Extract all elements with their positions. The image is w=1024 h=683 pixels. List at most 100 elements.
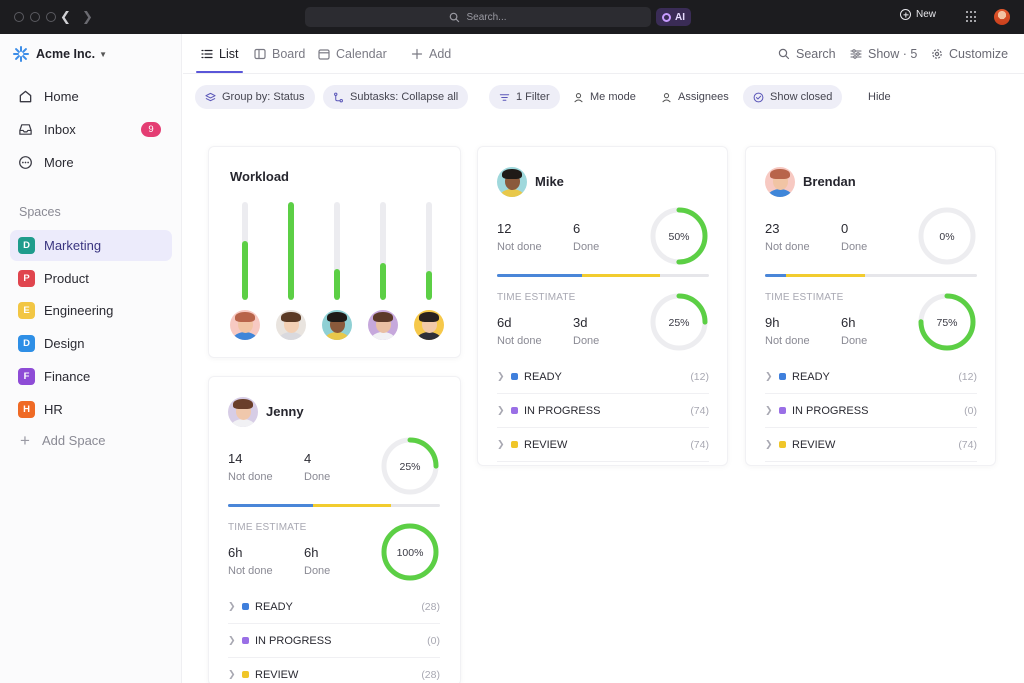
person-avatar[interactable] <box>497 167 527 197</box>
dashboard-content: Workload Mike 12 Not done 6 Done 50% TIME ESTI… <box>183 128 1024 683</box>
user-avatar[interactable] <box>994 9 1010 25</box>
status-group-row[interactable]: ❯ IN PROGRESS (0) <box>765 394 977 428</box>
status-group-row[interactable]: ❯ IN PROGRESS (0) <box>228 624 440 658</box>
search-icon <box>778 48 790 60</box>
plus-icon: + <box>20 431 30 450</box>
workload-avatar[interactable] <box>322 310 352 340</box>
show-closed-chip[interactable]: Show closed <box>743 85 843 109</box>
not-done-count: 12 <box>497 221 512 236</box>
status-group-row[interactable]: ❯ READY (28) <box>228 590 440 624</box>
time-not-done-label: Not done <box>765 335 810 347</box>
ai-button[interactable]: AI <box>656 8 691 26</box>
person-card-brendan: Brendan 23 Not done 0 Done 0% TIME ESTIMATE 9h N… <box>745 146 996 466</box>
workload-avatar[interactable] <box>368 310 398 340</box>
add-space-button[interactable]: + Add Space <box>20 432 106 449</box>
home-icon <box>19 90 32 103</box>
status-group-row[interactable]: ❯ REVIEW (74) <box>765 428 977 462</box>
workload-bar <box>426 202 432 300</box>
person-avatar[interactable] <box>765 167 795 197</box>
sidebar-space-design[interactable]: D Design <box>10 328 172 359</box>
group-by-chip[interactable]: Group by: Status <box>195 85 315 109</box>
filter-chip[interactable]: 1 Filter <box>489 85 560 109</box>
time-not-done-value: 9h <box>765 315 780 330</box>
status-label: READY <box>792 370 830 383</box>
layers-icon <box>205 92 216 101</box>
done-count: 4 <box>304 451 312 466</box>
workload-bar-fill <box>334 268 340 300</box>
sidebar-space-product[interactable]: P Product <box>10 263 172 294</box>
status-progress-bar <box>228 504 440 507</box>
time-not-done-label: Not done <box>497 335 542 347</box>
status-group-row[interactable]: ❯ REVIEW (74) <box>497 428 709 462</box>
status-group-row[interactable]: ❯ IN PROGRESS (74) <box>497 394 709 428</box>
sidebar-item-inbox[interactable]: Inbox <box>18 122 76 137</box>
global-search-input[interactable]: Search... <box>305 7 651 27</box>
sidebar-space-engineering[interactable]: E Engineering <box>10 295 172 326</box>
task-progress-donut: 50% <box>650 207 708 265</box>
show-button[interactable]: Show · 5 <box>850 47 917 61</box>
workload-card: Workload <box>208 146 461 358</box>
assignees-chip[interactable]: Assignees <box>651 85 739 109</box>
space-badge: P <box>18 269 35 287</box>
space-badge: H <box>18 400 35 418</box>
plus-circle-icon <box>900 9 911 20</box>
done-count: 0 <box>841 221 849 236</box>
sidebar-space-finance[interactable]: F Finance <box>10 361 172 392</box>
tab-list[interactable]: List <box>201 47 238 61</box>
status-count: (74) <box>690 404 709 417</box>
hide-chip[interactable]: Hide <box>858 85 901 109</box>
sidebar-item-label: More <box>44 155 74 170</box>
chevron-right-icon: ❯ <box>228 601 236 611</box>
time-done-value: 6h <box>841 315 856 330</box>
maximize-window-icon[interactable] <box>46 12 56 22</box>
chip-label: Group by: Status <box>222 91 305 103</box>
task-progress-donut: 0% <box>918 207 976 265</box>
status-group-row[interactable]: ❯ READY (12) <box>765 360 977 394</box>
status-color-icon <box>242 603 249 610</box>
donut-percent-label: 75% <box>936 317 957 329</box>
new-button[interactable]: New <box>900 9 936 20</box>
window-controls[interactable] <box>14 12 56 22</box>
tab-board[interactable]: Board <box>254 47 305 61</box>
workload-avatar[interactable] <box>414 310 444 340</box>
space-label: Product <box>44 270 89 286</box>
sidebar-space-hr[interactable]: H HR <box>10 394 172 425</box>
sidebar-item-home[interactable]: Home <box>18 89 79 104</box>
close-window-icon[interactable] <box>14 12 24 22</box>
sidebar-space-marketing[interactable]: D Marketing <box>10 230 172 261</box>
chevron-right-icon: ❯ <box>497 405 505 415</box>
person-avatar[interactable] <box>228 397 258 427</box>
forward-arrow-icon[interactable]: ❯ <box>82 9 93 24</box>
workspace-switcher[interactable]: Acme Inc. ▼ <box>13 46 107 62</box>
status-label: READY <box>524 370 562 383</box>
workload-avatar[interactable] <box>230 310 260 340</box>
status-group-row[interactable]: ❯ READY (12) <box>497 360 709 394</box>
done-label: Done <box>573 241 600 253</box>
status-progress-bar <box>497 274 709 277</box>
back-arrow-icon[interactable]: ❮ <box>60 9 71 24</box>
time-not-done-value: 6d <box>497 315 512 330</box>
sliders-icon <box>850 49 862 59</box>
not-done-label: Not done <box>228 471 273 483</box>
gear-icon <box>932 49 942 59</box>
tab-calendar[interactable]: Calendar <box>318 47 387 61</box>
customize-button[interactable]: Customize <box>931 47 1008 61</box>
status-label: REVIEW <box>792 438 836 451</box>
status-color-icon <box>779 441 786 448</box>
tool-label: Search <box>796 47 836 61</box>
workload-avatar[interactable] <box>276 310 306 340</box>
person-name: Mike <box>535 174 564 189</box>
progress-segment <box>228 504 313 507</box>
tab-add[interactable]: Add <box>411 47 451 61</box>
time-not-done-value: 6h <box>228 545 243 560</box>
status-color-icon <box>511 407 518 414</box>
me-mode-chip[interactable]: Me mode <box>563 85 646 109</box>
more-icon <box>19 156 32 169</box>
sidebar-item-more[interactable]: More <box>18 155 74 170</box>
status-group-row[interactable]: ❯ REVIEW (28) <box>228 658 440 683</box>
subtasks-chip[interactable]: Subtasks: Collapse all <box>323 85 469 109</box>
search-button[interactable]: Search <box>778 47 836 61</box>
minimize-window-icon[interactable] <box>30 12 40 22</box>
progress-segment <box>765 274 787 277</box>
apps-grid-icon[interactable] <box>966 11 978 23</box>
